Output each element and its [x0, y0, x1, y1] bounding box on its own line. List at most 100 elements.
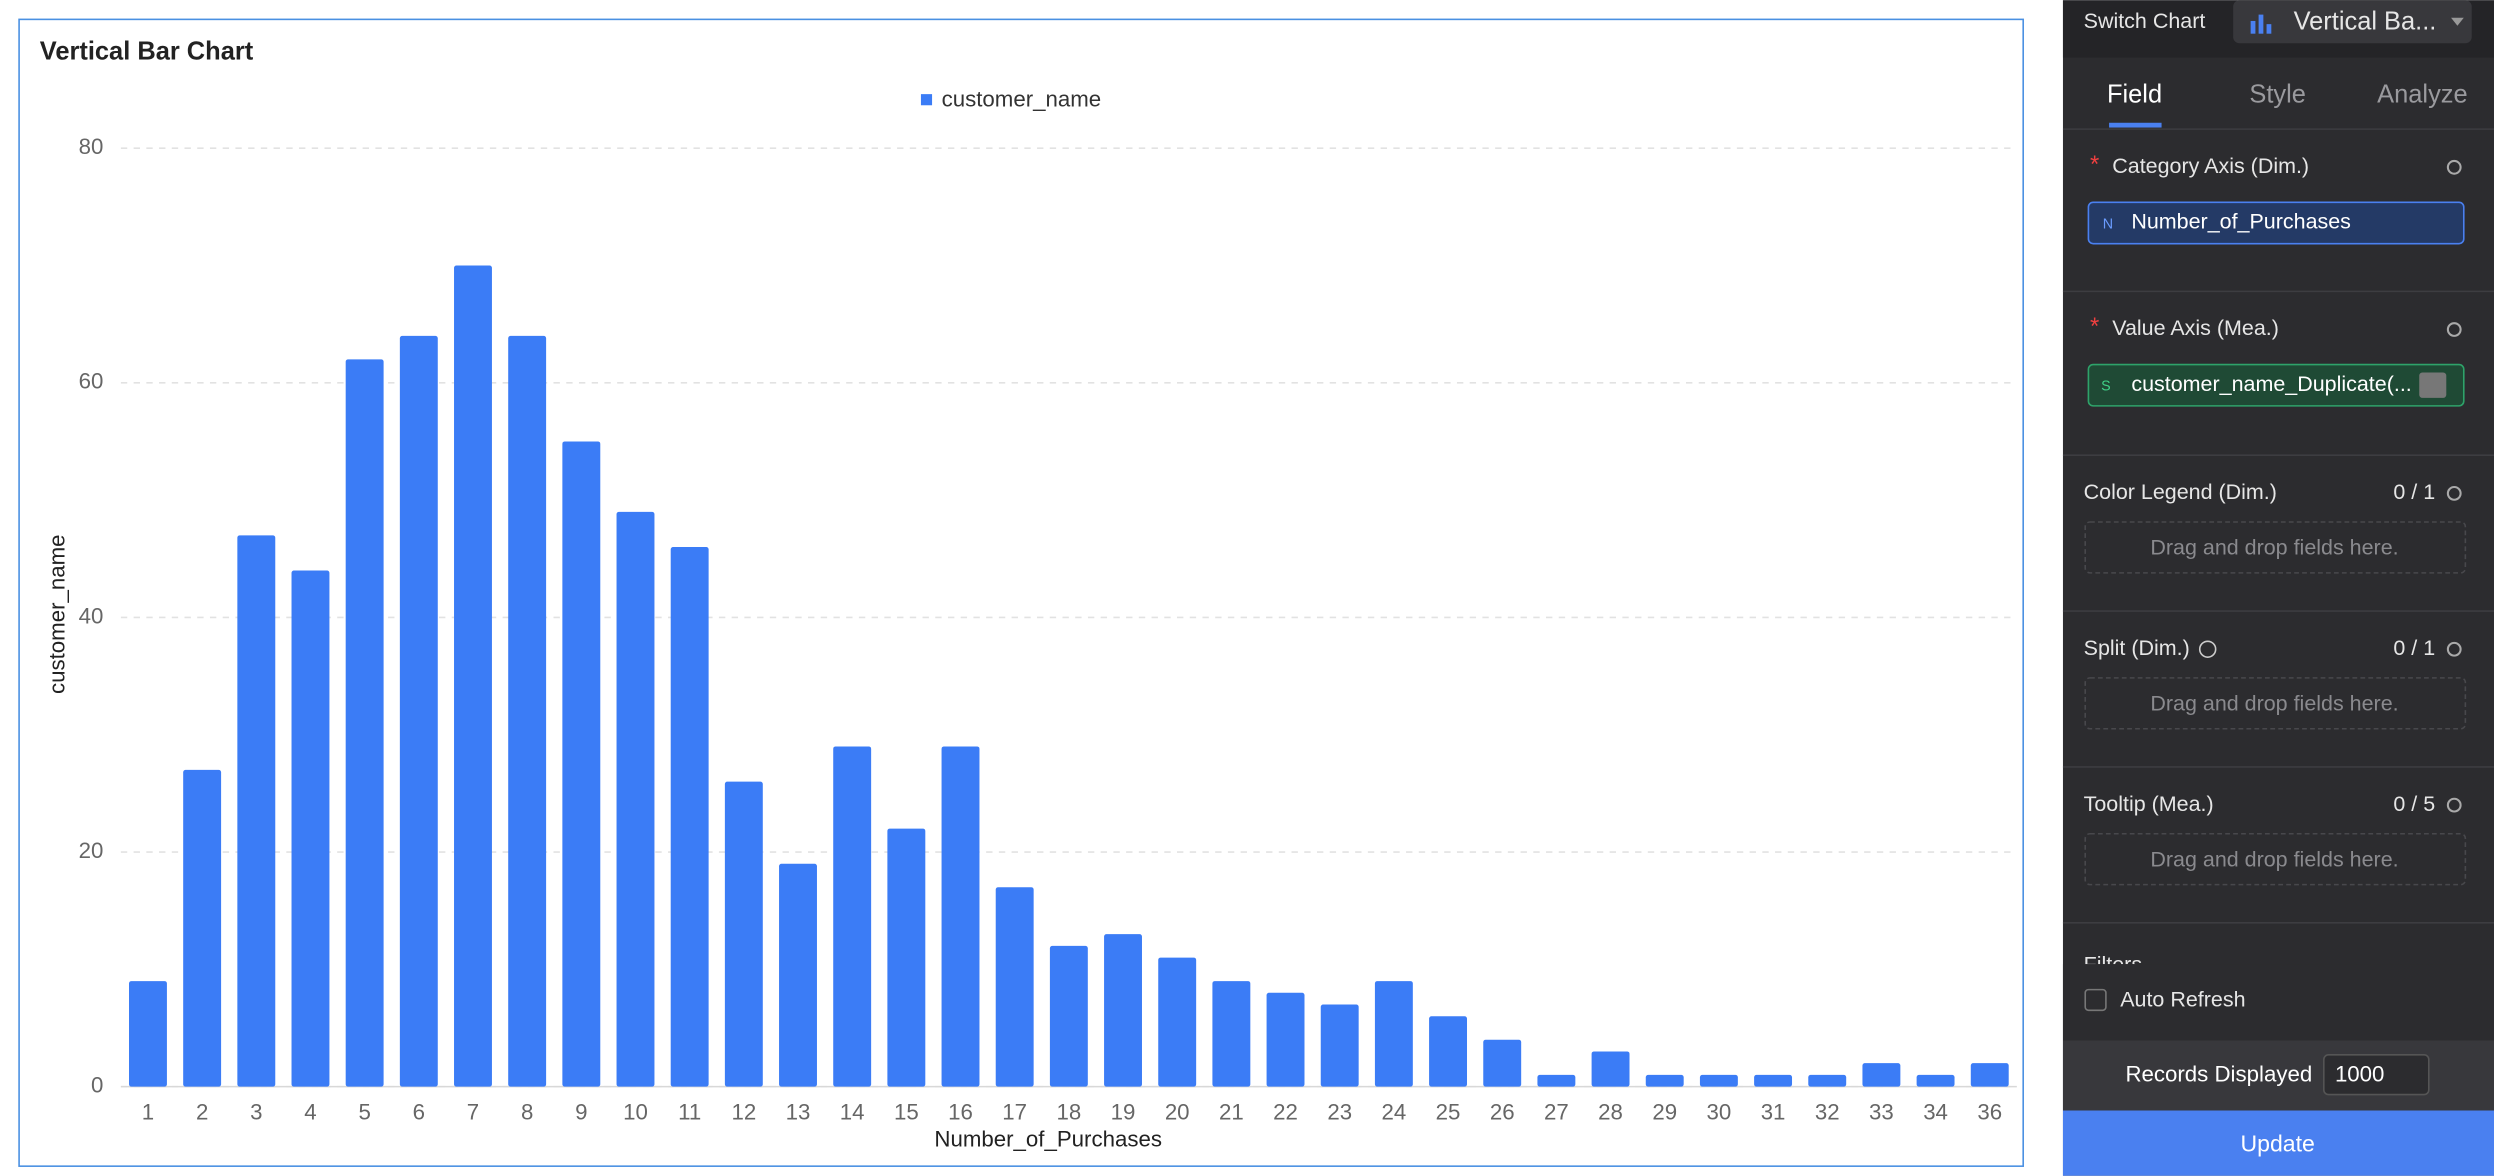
bar: [1916, 1074, 1955, 1087]
x-tick-label: 16: [948, 1100, 973, 1125]
x-tick-label: 10: [623, 1100, 648, 1125]
chart-title: Vertical Bar Chart: [40, 37, 254, 65]
drop-zone[interactable]: [2084, 832, 2467, 886]
x-tick-label: 11: [678, 1100, 701, 1125]
dropdown-arrow: [2451, 17, 2464, 26]
bar: [508, 335, 547, 1087]
bar: [670, 547, 709, 1087]
section-label: Category Axis (Dim.): [2112, 154, 2309, 178]
switch-chart-label: Switch Chart: [2084, 9, 2206, 33]
x-tick-label: 26: [1490, 1100, 1515, 1125]
bar: [291, 570, 330, 1087]
bar: [833, 746, 872, 1087]
y-tick-label: 20: [79, 838, 104, 863]
settings-icon[interactable]: [2446, 641, 2462, 657]
bar: [1537, 1074, 1576, 1087]
x-tick-label: 36: [1977, 1100, 2002, 1125]
x-tick-label: 19: [1111, 1100, 1136, 1125]
legend-label: customer_name: [942, 86, 1102, 111]
settings-icon[interactable]: [2446, 485, 2462, 501]
records-input[interactable]: [2323, 1054, 2430, 1096]
placeholder: Drag and drop fields here.: [2150, 536, 2398, 560]
x-tick-label: 28: [1598, 1100, 1623, 1125]
x-tick-label: 34: [1923, 1100, 1948, 1125]
tab[interactable]: Style: [2249, 80, 2306, 108]
section-count: 0 / 1: [2393, 480, 2435, 504]
bar: [1049, 945, 1088, 1087]
legend-swatch: [920, 94, 933, 106]
bar: [1158, 957, 1197, 1087]
y-tick-label: 80: [79, 134, 104, 159]
section-label: Tooltip (Mea.): [2084, 792, 2214, 816]
section-count: 0 / 1: [2393, 636, 2435, 660]
settings-icon[interactable]: [2446, 159, 2462, 175]
x-tick-label: 1: [142, 1100, 154, 1125]
bar: [616, 511, 655, 1087]
bar: [941, 746, 980, 1087]
drop-zone[interactable]: [2084, 677, 2467, 730]
x-tick-label: 25: [1436, 1100, 1461, 1125]
field-chip[interactable]: [2087, 363, 2465, 407]
drop-zone[interactable]: [2084, 521, 2467, 574]
x-tick-label: 29: [1652, 1100, 1677, 1125]
bar: [995, 887, 1034, 1087]
x-tick-label: 33: [1869, 1100, 1894, 1125]
x-tick-label: 12: [731, 1100, 756, 1125]
section-label: Split (Dim.): [2084, 636, 2190, 660]
bar: [237, 535, 276, 1087]
x-tick-label: 31: [1761, 1100, 1786, 1125]
x-tick-label: 27: [1544, 1100, 1569, 1125]
bar: [887, 828, 926, 1087]
placeholder: Drag and drop fields here.: [2150, 847, 2398, 871]
icon: [2266, 24, 2272, 34]
x-tick-label: 3: [250, 1100, 262, 1125]
bar: [1970, 1063, 2009, 1087]
bar: [1429, 1016, 1468, 1087]
field-chip[interactable]: [2087, 201, 2465, 245]
bar: [1320, 1004, 1359, 1087]
x-tick-label: 17: [1002, 1100, 1027, 1125]
section-label: Value Axis (Mea.): [2112, 316, 2279, 340]
tab-indicator: [2109, 122, 2162, 128]
x-tick-label: 14: [840, 1100, 865, 1125]
records-value: 1000: [2335, 1061, 2385, 1086]
x-tick-label: 13: [786, 1100, 811, 1125]
x-tick-label: 20: [1165, 1100, 1190, 1125]
x-tick-label: 18: [1056, 1100, 1081, 1125]
auto-refresh-label: Auto Refresh: [2120, 987, 2245, 1011]
checkbox[interactable]: [2084, 988, 2107, 1012]
x-tick-label: 21: [1219, 1100, 1244, 1125]
chart-type: Vertical Ba...: [2294, 7, 2437, 35]
x-tick-label: 32: [1815, 1100, 1840, 1125]
settings-icon[interactable]: [2446, 322, 2462, 337]
x-tick-label: 15: [894, 1100, 919, 1125]
bar: [399, 335, 438, 1087]
tab[interactable]: Field: [2107, 80, 2162, 108]
bar: [562, 441, 601, 1087]
bar: [1862, 1063, 1901, 1087]
update-button[interactable]: [2062, 1110, 2494, 1176]
y-axis-label: customer_name: [45, 534, 70, 694]
bar: [1212, 981, 1251, 1087]
y-tick-label: 0: [91, 1073, 103, 1098]
icon: [2258, 14, 2264, 34]
x-tick-label: 5: [358, 1100, 370, 1125]
bar: [1591, 1051, 1630, 1087]
sort-icon[interactable]: [2419, 372, 2447, 398]
info-icon[interactable]: [2198, 640, 2217, 658]
x-tick-label: 23: [1327, 1100, 1352, 1125]
x-tick-label: 7: [467, 1100, 479, 1125]
field-name: Number_of_Purchases: [2131, 210, 2351, 234]
x-tick-label: 6: [413, 1100, 425, 1125]
x-tick-label: 30: [1707, 1100, 1732, 1125]
chart-type-select[interactable]: [2233, 0, 2472, 44]
records-label: Records Displayed: [2125, 1061, 2312, 1086]
bar: [1266, 992, 1305, 1087]
x-axis-label: Number_of_Purchases: [934, 1127, 1162, 1152]
tab[interactable]: Analyze: [2377, 80, 2468, 108]
bar: [779, 863, 817, 1087]
settings-icon[interactable]: [2446, 797, 2462, 813]
